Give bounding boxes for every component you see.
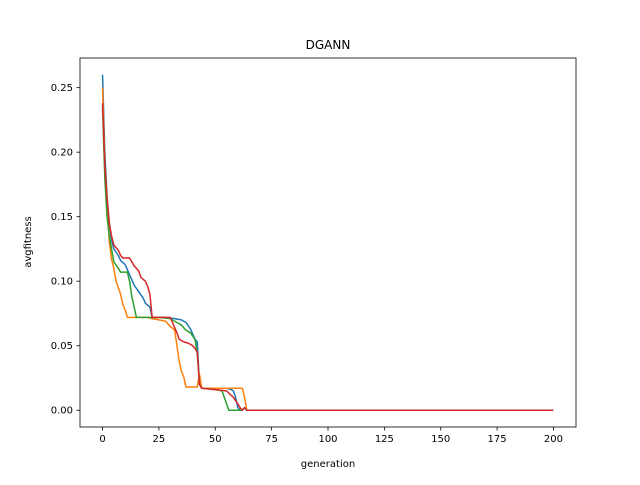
series-line-3 [101,107,554,411]
y-axis-label: avgfitness [23,216,34,268]
y-tick-label: 0.10 [51,277,73,288]
x-tick-label: 150 [431,434,450,445]
x-tick-label: 25 [153,434,166,445]
x-tick-label: 175 [488,434,507,445]
x-tick-label: 200 [544,434,563,445]
x-axis-ticks: 0 25 50 75 100 125 150 175 200 [99,427,563,445]
series-line-1 [101,74,554,411]
x-axis-label: generation [301,459,355,470]
x-tick-label: 50 [209,434,222,445]
x-tick-label: 75 [265,434,278,445]
y-tick-label: 0.20 [51,148,73,159]
x-tick-label: 0 [99,434,105,445]
series-line-4 [101,103,554,411]
y-tick-label: 0.25 [51,83,73,94]
y-tick-label: 0.00 [51,406,73,417]
y-axis-ticks: 0.00 0.05 0.10 0.15 0.20 0.25 [51,83,80,417]
series-line-2 [101,87,554,411]
chart-title: DGANN [306,38,351,52]
x-tick-label: 125 [375,434,394,445]
y-tick-label: 0.05 [51,341,73,352]
y-tick-label: 0.15 [51,212,73,223]
series-layer [101,74,554,411]
x-tick-label: 100 [318,434,337,445]
